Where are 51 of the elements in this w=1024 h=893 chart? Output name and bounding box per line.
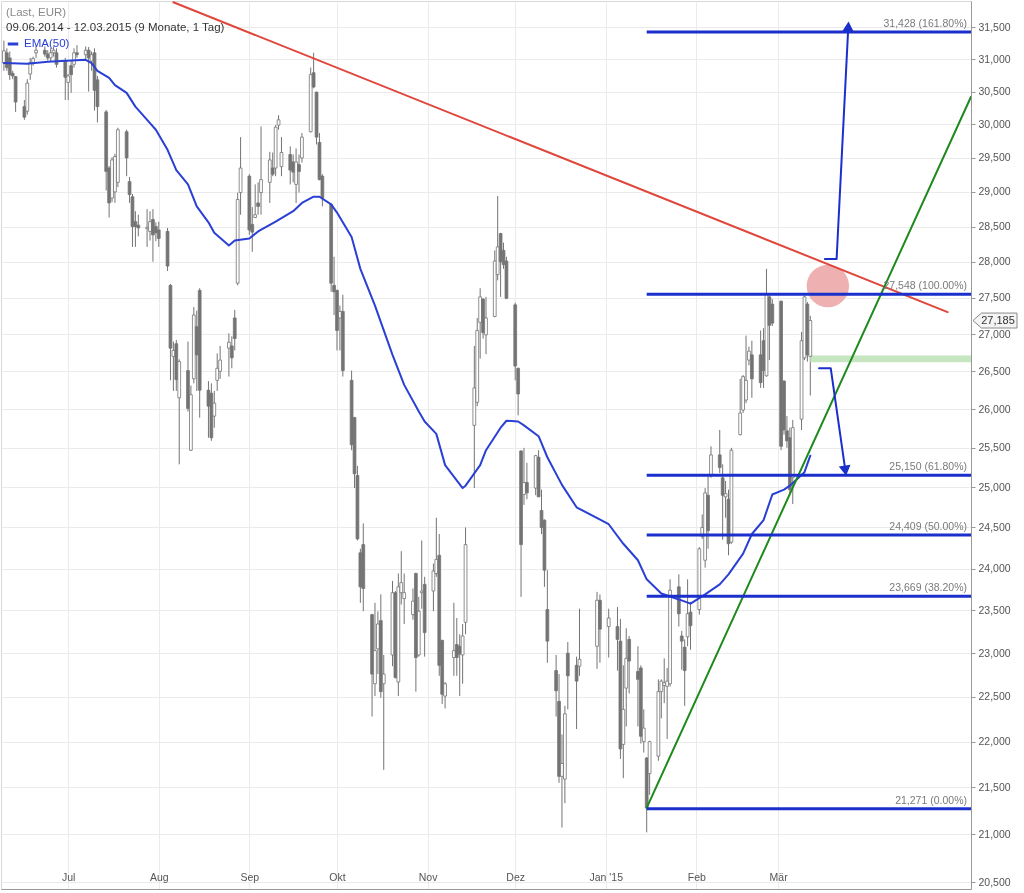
y-tick-label: 30,000 bbox=[978, 117, 1011, 130]
y-tick-label: 28,000 bbox=[978, 255, 1011, 268]
y-tick-label: 21,000 bbox=[978, 827, 1011, 840]
y-tick-label: 26,000 bbox=[978, 402, 1011, 415]
y-tick-label: 28,500 bbox=[978, 220, 1011, 233]
ref-line-label: 21,271 (0.00%) bbox=[895, 793, 967, 806]
x-tick-label: Sep bbox=[240, 870, 260, 883]
x-tick-label: Dez bbox=[506, 870, 526, 883]
text: 27,185 bbox=[981, 313, 1015, 326]
candlestick bbox=[259, 125, 263, 216]
y-tick-label: 23,000 bbox=[978, 646, 1011, 659]
candlestick bbox=[750, 340, 754, 399]
x-tick-label: Jul bbox=[61, 870, 76, 883]
y-tick-label: 25,000 bbox=[978, 480, 1011, 493]
ref-line-label: 25,150 (61.80%) bbox=[889, 460, 967, 473]
x-tick-label: Feb bbox=[687, 870, 707, 883]
y-tick-label: 27,500 bbox=[978, 291, 1011, 304]
y-tick-label: 24,000 bbox=[978, 562, 1011, 575]
x-tick-label: Mär bbox=[769, 870, 789, 883]
y-tick-label: 22,000 bbox=[978, 735, 1011, 748]
candlestick bbox=[294, 147, 298, 204]
y-tick-label: 29,000 bbox=[978, 185, 1011, 198]
text: 09.06.2014 - 12.03.2015 (9 Monate, 1 Tag) bbox=[6, 21, 225, 33]
chart-title: (Last, EUR) bbox=[6, 6, 67, 18]
x-tick-label: Nov bbox=[418, 870, 439, 883]
legend-label: EMA(50) bbox=[24, 37, 70, 49]
ref-line-label: 23,669 (38.20%) bbox=[889, 581, 967, 594]
y-tick-label: 31,500 bbox=[978, 20, 1011, 33]
candlestick bbox=[268, 151, 272, 204]
ref-line-label: 31,428 (161.80%) bbox=[883, 16, 967, 29]
y-tick-label: 27,000 bbox=[978, 327, 1011, 340]
y-tick-label: 24,500 bbox=[978, 520, 1011, 533]
candlestick bbox=[606, 608, 611, 659]
candlestick bbox=[206, 380, 211, 439]
y-tick-label: 31,000 bbox=[978, 52, 1011, 65]
candlestick bbox=[770, 298, 775, 327]
candlestick bbox=[151, 208, 155, 263]
y-tick-label: 26,500 bbox=[978, 364, 1011, 377]
y-tick-label: 30,500 bbox=[978, 85, 1011, 98]
x-tick-label: Okt bbox=[329, 870, 346, 883]
x-tick-label: Jan '15 bbox=[589, 870, 624, 883]
y-tick-label: 23,500 bbox=[978, 603, 1011, 616]
y-tick-label: 21,500 bbox=[978, 780, 1011, 793]
x-tick-label: Aug bbox=[149, 870, 169, 883]
y-tick-label: 22,500 bbox=[978, 690, 1011, 703]
y-tick-label: 29,500 bbox=[978, 151, 1011, 164]
ref-line-label: 24,409 (50.00%) bbox=[889, 519, 967, 532]
y-tick-label: 20,500 bbox=[978, 875, 1011, 888]
y-tick-label: 25,500 bbox=[978, 441, 1011, 454]
candlestick bbox=[738, 378, 742, 436]
candlestick bbox=[227, 332, 231, 378]
